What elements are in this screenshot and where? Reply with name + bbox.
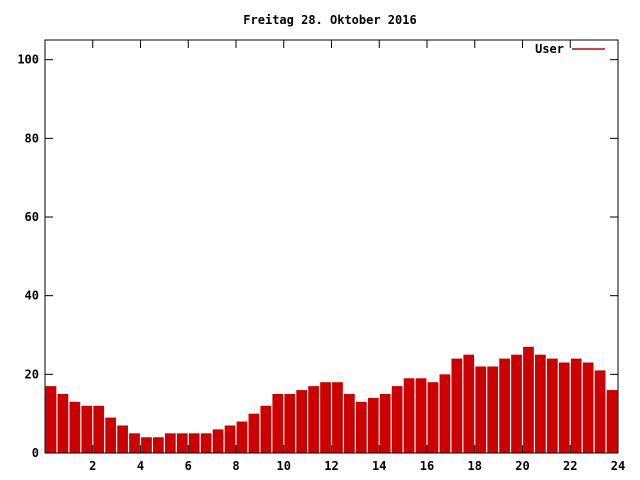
bar (499, 358, 510, 453)
bar (558, 362, 570, 453)
bar (511, 354, 522, 453)
legend-label-user: User (535, 42, 564, 56)
x-tick-label: 10 (277, 459, 291, 473)
bar (164, 433, 176, 453)
x-tick-label: 6 (185, 459, 192, 473)
y-tick-label: 20 (25, 367, 39, 381)
y-tick-label: 40 (25, 289, 39, 303)
bar (355, 401, 367, 453)
x-tick-label: 22 (563, 459, 577, 473)
x-tick-label: 20 (515, 459, 529, 473)
bar (224, 425, 236, 453)
x-tick-label: 8 (232, 459, 239, 473)
bar (379, 394, 391, 453)
bar (535, 354, 546, 453)
bar (93, 405, 105, 453)
y-tick-label: 100 (17, 53, 39, 67)
bar (439, 374, 451, 453)
bar (332, 382, 343, 453)
bar (176, 433, 188, 453)
x-axis: 2 4 6 8 10 12 14 16 18 20 22 24 (89, 40, 625, 473)
bar (415, 378, 427, 453)
y-axis: 0 20 40 60 80 100 (17, 53, 618, 460)
bar (105, 417, 117, 453)
x-tick-label: 16 (420, 459, 434, 473)
bar (403, 378, 415, 453)
bar (81, 405, 93, 453)
bar (153, 437, 164, 453)
bar (391, 386, 403, 453)
legend: User (535, 42, 605, 56)
bar (272, 394, 284, 453)
x-tick-label: 12 (324, 459, 338, 473)
y-tick-label: 0 (32, 446, 39, 460)
bar (344, 394, 355, 453)
bar (451, 358, 463, 453)
x-tick-label: 4 (137, 459, 144, 473)
bar (582, 362, 594, 453)
bar (296, 390, 308, 453)
bar (570, 358, 582, 453)
bar (546, 358, 558, 453)
x-tick-label: 18 (468, 459, 482, 473)
x-tick-label: 24 (611, 459, 625, 473)
x-tick-label: 14 (372, 459, 386, 473)
bar (308, 386, 319, 453)
y-tick-label: 80 (25, 131, 39, 145)
bar (212, 429, 224, 453)
bar (320, 382, 331, 453)
bar (487, 366, 499, 453)
bar (367, 397, 379, 453)
bar (236, 421, 248, 453)
bar (427, 382, 439, 453)
chart-title: Freitag 28. Oktober 2016 (243, 13, 416, 27)
bar-series-user (45, 346, 618, 453)
x-tick-label: 2 (89, 459, 96, 473)
bar (284, 394, 296, 453)
y-tick-label: 60 (25, 210, 39, 224)
bar (248, 413, 260, 453)
bar (45, 386, 57, 453)
bar (141, 437, 152, 453)
bar (594, 370, 606, 453)
bar (188, 433, 200, 453)
bar (117, 425, 128, 453)
bar (523, 346, 534, 453)
bar (129, 433, 140, 453)
bar (57, 394, 69, 453)
bar (475, 366, 487, 453)
bar (463, 354, 475, 453)
bar (260, 405, 272, 453)
bar (606, 390, 618, 453)
bar (200, 433, 212, 453)
bar (69, 401, 81, 453)
